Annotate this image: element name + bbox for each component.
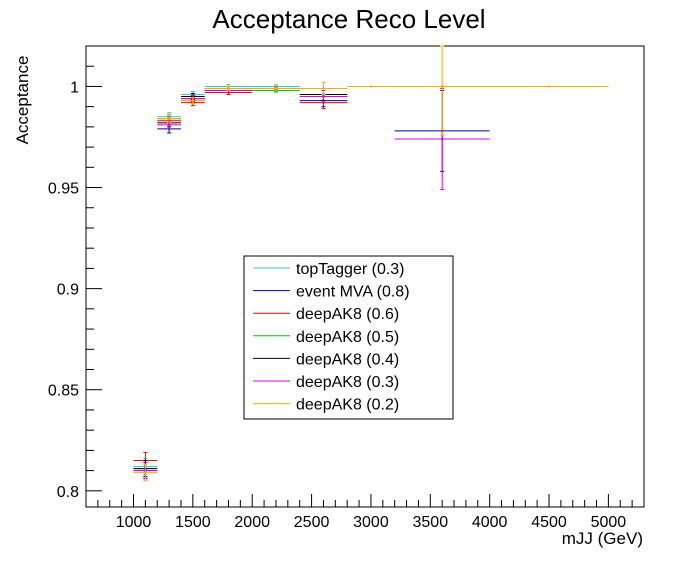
point-marker <box>168 117 171 120</box>
data-point <box>394 45 490 136</box>
x-tick-label: 2500 <box>294 514 330 531</box>
plot-frame <box>85 45 645 508</box>
x-tick-label: 3500 <box>413 514 449 531</box>
point-marker <box>191 99 194 102</box>
y-tick-label: 0.95 <box>48 181 79 198</box>
legend-entry: topTagger (0.3) <box>253 261 405 278</box>
point-marker <box>369 85 372 88</box>
series-7 <box>133 45 609 482</box>
legend-box <box>243 255 454 420</box>
y-tick-label: 1 <box>70 79 79 96</box>
point-marker <box>274 87 277 90</box>
y-tick-label: 0.9 <box>57 282 79 299</box>
data-point <box>489 85 609 88</box>
x-tick-label: 2000 <box>234 514 270 531</box>
point-marker <box>322 87 325 90</box>
x-tick-label: 4500 <box>531 514 567 531</box>
legend-entry: deepAK8 (0.2) <box>253 397 399 414</box>
point-marker <box>144 471 147 474</box>
legend-label: deepAK8 (0.5) <box>296 329 399 346</box>
data-point <box>299 81 348 96</box>
y-tick-label: 0.85 <box>48 383 79 400</box>
y-tick-label: 0.8 <box>57 484 79 501</box>
x-axis-label: mJJ (GeV) <box>561 529 643 548</box>
x-tick-label: 3000 <box>353 514 389 531</box>
point-marker <box>441 85 444 88</box>
legend-entry: deepAK8 (0.4) <box>253 351 399 368</box>
data-point <box>180 97 205 105</box>
legend-entry: event MVA (0.8) <box>253 284 410 301</box>
point-marker <box>548 85 551 88</box>
chart-title: Acceptance Reco Level <box>212 4 486 34</box>
data-point <box>204 85 253 91</box>
x-tick-label: 4000 <box>472 514 508 531</box>
data-point <box>252 86 300 91</box>
legend-label: deepAK8 (0.3) <box>296 374 399 391</box>
data-point <box>347 85 395 88</box>
data-point <box>157 114 181 124</box>
x-tick-label: 1500 <box>175 514 211 531</box>
point-marker <box>441 138 444 141</box>
legend-label: topTagger (0.3) <box>296 261 405 278</box>
legend-label: deepAK8 (0.6) <box>296 306 399 323</box>
x-tick-label: 1000 <box>116 514 152 531</box>
legend-label: deepAK8 (0.4) <box>296 351 399 368</box>
legend-entry: deepAK8 (0.5) <box>253 329 399 346</box>
legend-entry: deepAK8 (0.6) <box>253 306 399 323</box>
point-marker <box>227 87 230 90</box>
legend-label: deepAK8 (0.2) <box>296 397 399 414</box>
legend-entry: deepAK8 (0.3) <box>253 374 399 391</box>
legend-label: event MVA (0.8) <box>296 284 410 301</box>
data-point <box>133 464 158 482</box>
point-marker <box>322 95 325 98</box>
legend: topTagger (0.3) event MVA (0.8) deepAK8 (0… <box>243 255 454 420</box>
x-tick-label: 5000 <box>591 514 627 531</box>
point-marker <box>168 123 171 126</box>
